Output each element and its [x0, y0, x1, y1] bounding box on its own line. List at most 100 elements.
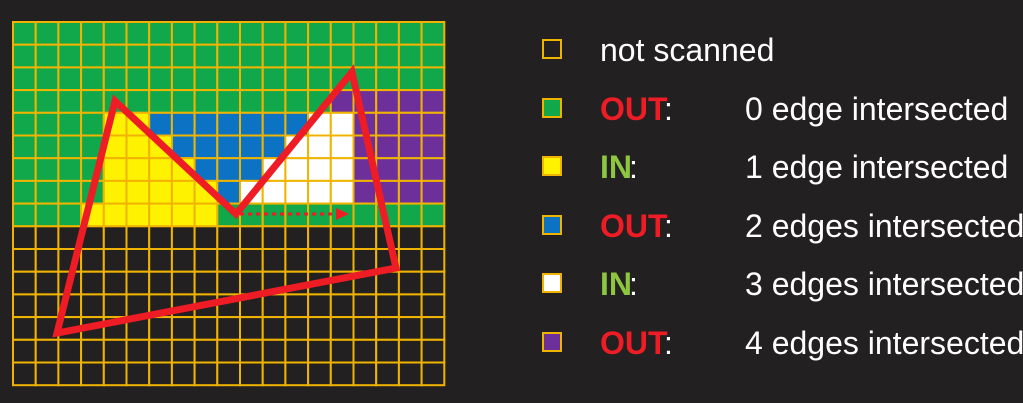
- grid-cell: [239, 225, 264, 251]
- grid-cell: [307, 66, 332, 92]
- grid-cell: [80, 66, 105, 92]
- grid-cell: [261, 111, 287, 137]
- grid-cell: [57, 21, 83, 46]
- grid-cell: [170, 111, 196, 137]
- grid-cell: [420, 338, 446, 364]
- grid-cell: [170, 270, 196, 296]
- grid-cell: [34, 225, 60, 251]
- grid-cell: [329, 21, 355, 46]
- grid-cell: [34, 21, 60, 46]
- colon: :: [664, 207, 673, 244]
- grid-cell: [12, 293, 37, 319]
- grid-cell: [125, 361, 151, 387]
- grid-cell: [420, 316, 446, 341]
- grid-cell: [193, 43, 219, 69]
- grid-cell: [329, 179, 355, 205]
- grid-cell: [80, 43, 105, 69]
- grid-cell: [261, 89, 287, 114]
- grid-cell: [397, 89, 423, 114]
- grid-cell: [12, 248, 37, 273]
- grid-cell: [397, 225, 423, 251]
- grid-cell: [307, 316, 332, 341]
- grid-cell: [125, 179, 151, 205]
- grid-cell: [307, 43, 332, 69]
- grid-cell: [148, 43, 173, 69]
- swatch-not-scanned: [542, 39, 562, 59]
- grid-cell: [420, 21, 446, 46]
- grid-cell: [420, 179, 446, 205]
- grid-cell: [261, 179, 287, 205]
- grid-cell: [420, 111, 446, 137]
- grid-cell: [34, 361, 60, 387]
- grid-cell: [420, 225, 446, 251]
- grid-cell: [193, 248, 219, 273]
- grid-cell: [420, 361, 446, 387]
- grid-cell: [397, 202, 423, 228]
- grid-cell: [102, 338, 128, 364]
- grid-cell: [80, 270, 105, 296]
- grid-cell: [261, 21, 287, 46]
- grid-cell: [125, 134, 151, 160]
- grid-cell: [397, 43, 423, 69]
- status-label: OUT: [600, 207, 668, 244]
- legend-label: 4 edges intersected: [745, 324, 1023, 361]
- grid-cell: [284, 43, 310, 69]
- grid-cell: [34, 111, 60, 137]
- grid-cell: [34, 293, 60, 319]
- grid-cell: [125, 43, 151, 69]
- swatch-4-edges: [542, 331, 562, 352]
- grid-cell: [261, 43, 287, 69]
- grid-cell: [125, 202, 151, 228]
- grid-cell: [307, 361, 332, 387]
- grid-cell: [239, 157, 264, 182]
- legend-label: 3 edges intersected: [745, 266, 1023, 302]
- grid-cell: [352, 202, 378, 228]
- grid-cell: [148, 225, 173, 251]
- legend: not scanned OUT : 0 edge intersected IN …: [540, 24, 1023, 375]
- grid-cell: [170, 361, 196, 387]
- legend-row-1-edge: IN : 1 edge intersected: [540, 141, 1020, 200]
- grid-cell: [12, 21, 37, 46]
- grid-cell: [102, 157, 128, 182]
- grid-cell: [34, 134, 60, 160]
- grid-cell: [125, 338, 151, 364]
- grid-cell: [329, 316, 355, 341]
- grid-cell: [170, 225, 196, 251]
- grid-cell: [170, 248, 196, 273]
- grid-cell: [239, 361, 264, 387]
- grid-cell: [352, 43, 378, 69]
- grid-cell: [34, 66, 60, 92]
- grid-cell: [397, 316, 423, 341]
- grid-cell: [12, 338, 37, 364]
- grid-cell: [34, 89, 60, 114]
- grid-cell: [239, 21, 264, 46]
- grid-cell: [352, 179, 378, 205]
- grid-cell: [193, 66, 219, 92]
- grid-cell: [193, 316, 219, 341]
- grid-cell: [307, 21, 332, 46]
- grid-cell: [284, 248, 310, 273]
- colon: :: [629, 149, 638, 185]
- grid-cell: [352, 21, 378, 46]
- grid-cell: [375, 157, 400, 182]
- grid-cell: [307, 225, 332, 251]
- swatch-2-edges: [542, 214, 562, 235]
- colon: :: [664, 90, 673, 127]
- grid-cell: [193, 202, 219, 228]
- grid-cell: [239, 248, 264, 273]
- grid-cell: [397, 66, 423, 92]
- grid-cell: [420, 270, 446, 296]
- grid-cell: [148, 89, 173, 114]
- grid-cell: [307, 338, 332, 364]
- status-label: OUT: [600, 324, 668, 361]
- grid-cell: [284, 225, 310, 251]
- grid-cell: [375, 316, 400, 341]
- grid-cell: [193, 225, 219, 251]
- grid-cell: [34, 202, 60, 228]
- grid-cell: [57, 134, 83, 160]
- grid-cell: [34, 179, 60, 205]
- grid-cell: [284, 338, 310, 364]
- grid-cell: [57, 157, 83, 182]
- grid-cell: [12, 179, 37, 205]
- grid-cell: [193, 89, 219, 114]
